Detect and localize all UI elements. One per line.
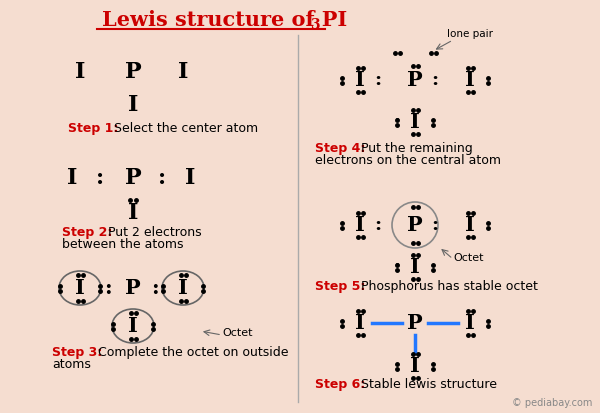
Text: :: :: [374, 216, 382, 234]
Text: I: I: [410, 257, 420, 277]
Text: lone pair: lone pair: [447, 29, 493, 39]
Text: electrons on the central atom: electrons on the central atom: [315, 154, 501, 167]
Text: Put 2 electrons: Put 2 electrons: [104, 226, 202, 239]
Text: Step 5:: Step 5:: [315, 280, 365, 293]
Text: Step 2:: Step 2:: [62, 226, 112, 239]
Text: I: I: [128, 316, 138, 336]
Text: I: I: [410, 356, 420, 376]
Text: I: I: [465, 215, 475, 235]
Text: I: I: [128, 202, 138, 224]
Text: I: I: [185, 167, 195, 189]
Text: Phosphorus has stable octet: Phosphorus has stable octet: [357, 280, 538, 293]
Text: Step 1:: Step 1:: [68, 122, 118, 135]
Text: Octet: Octet: [453, 253, 484, 263]
Text: Step 3:: Step 3:: [52, 346, 102, 359]
Text: 3: 3: [310, 18, 320, 32]
Text: © pediabay.com: © pediabay.com: [512, 398, 592, 408]
Text: I: I: [355, 313, 365, 333]
Text: :: :: [394, 113, 401, 131]
Text: :: :: [431, 71, 439, 89]
Text: :: :: [96, 167, 104, 189]
Text: I: I: [355, 70, 365, 90]
Text: Step 4:: Step 4:: [315, 142, 365, 155]
Text: I: I: [67, 167, 77, 189]
Text: I: I: [178, 61, 188, 83]
Text: I: I: [355, 215, 365, 235]
Text: between the atoms: between the atoms: [62, 238, 184, 251]
Text: I: I: [410, 112, 420, 132]
Text: Lewis structure of PI: Lewis structure of PI: [103, 10, 347, 30]
Text: Complete the octet on outside: Complete the octet on outside: [94, 346, 289, 359]
Text: I: I: [178, 278, 188, 298]
Text: I: I: [128, 94, 138, 116]
Text: Octet: Octet: [222, 328, 253, 338]
Text: I: I: [75, 61, 85, 83]
Text: I: I: [465, 70, 475, 90]
Text: I: I: [465, 313, 475, 333]
Text: Stable lewis structure: Stable lewis structure: [357, 378, 497, 391]
Text: P: P: [407, 215, 423, 235]
Text: Select the center atom: Select the center atom: [110, 122, 258, 135]
Text: Step 6:: Step 6:: [315, 378, 365, 391]
Text: :: :: [151, 278, 159, 298]
Text: :: :: [374, 71, 382, 89]
Text: I: I: [75, 278, 85, 298]
Text: P: P: [125, 61, 142, 83]
Text: :: :: [431, 216, 439, 234]
Text: P: P: [125, 167, 142, 189]
Text: Put the remaining: Put the remaining: [357, 142, 473, 155]
Text: P: P: [407, 70, 423, 90]
Text: P: P: [125, 278, 141, 298]
Text: P: P: [407, 313, 423, 333]
Text: :: :: [104, 278, 112, 298]
Text: :: :: [394, 258, 401, 276]
Text: atoms: atoms: [52, 358, 91, 371]
Text: :: :: [158, 167, 166, 189]
